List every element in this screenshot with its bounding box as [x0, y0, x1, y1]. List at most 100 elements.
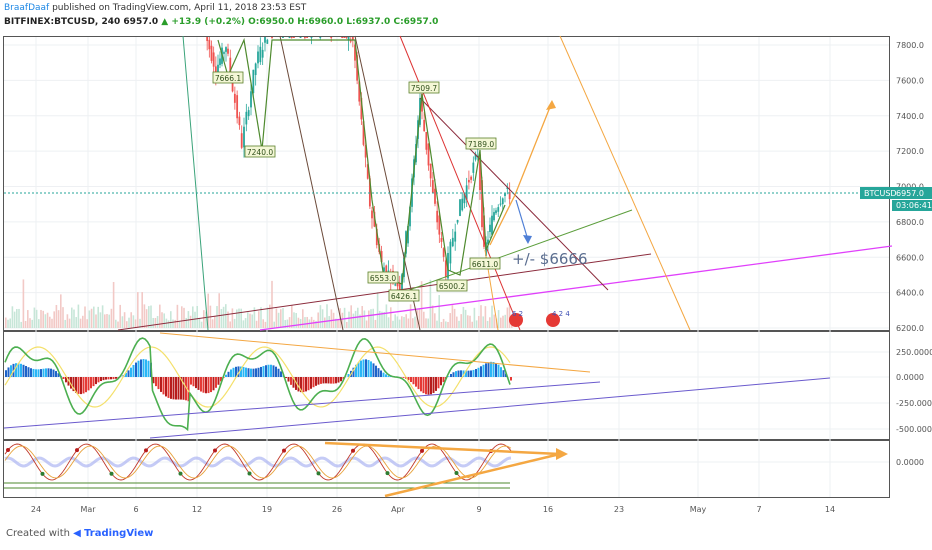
candle-body	[245, 111, 248, 125]
volume-bar	[350, 305, 352, 328]
candle-body	[259, 46, 262, 63]
histogram-bar	[182, 377, 185, 400]
candle-body	[493, 212, 495, 221]
volume-bar	[117, 321, 119, 328]
oscillator-tick: -500.0000	[896, 425, 932, 434]
histogram-bar	[375, 365, 377, 377]
histogram-bar	[167, 377, 170, 398]
histogram-bar	[402, 377, 405, 378]
volume-bar	[132, 315, 135, 328]
candle-body	[436, 210, 439, 223]
volume-bar	[251, 314, 253, 328]
brown-line-1	[279, 35, 344, 331]
volume-bar	[222, 306, 225, 328]
candle-body	[219, 58, 221, 66]
volume-bar	[244, 318, 247, 328]
candle-body	[371, 210, 373, 219]
histogram-bar	[242, 367, 245, 377]
osc-resistance-line	[159, 332, 591, 373]
histogram-bar	[157, 377, 160, 390]
histogram-bar	[315, 377, 317, 386]
histogram-bar	[165, 377, 167, 397]
volume-bar	[236, 309, 238, 328]
volume-bar	[255, 320, 258, 328]
volume-bar	[18, 308, 20, 328]
event-flag-icon[interactable]	[509, 313, 523, 327]
candle-body	[208, 39, 211, 50]
volume-bar	[231, 308, 234, 328]
ohlc-legend: BITFINEX:BTCUSD, 240 6957.0 ▲ +13.9 (+0.…	[4, 16, 438, 29]
histogram-bar	[487, 362, 490, 377]
pivot-label: 7240.0	[247, 148, 273, 157]
price-change: ▲ +13.9 (+0.2%)	[161, 17, 245, 27]
volume-bar	[460, 314, 462, 328]
stoch-cross-dot	[282, 448, 286, 453]
volume-bar	[249, 313, 251, 328]
candle-body	[387, 270, 390, 272]
volume-bar	[293, 312, 295, 328]
volume-bar	[396, 316, 399, 328]
event-flag-icon[interactable]	[546, 313, 560, 327]
volume-bar	[247, 312, 249, 328]
candle-body	[375, 228, 378, 246]
histogram-bar	[145, 359, 147, 377]
histogram-bar	[110, 377, 112, 380]
oscillator-line	[4, 337, 511, 432]
volume-bar	[79, 318, 82, 328]
stoch-cross-dot	[40, 471, 45, 476]
volume-bar	[352, 313, 355, 328]
candle-body	[288, 37, 291, 38]
histogram-bar	[10, 365, 12, 377]
volume-bar	[66, 314, 69, 328]
volume-bar	[181, 306, 183, 328]
volume-bar	[453, 308, 456, 328]
volume-bar	[22, 279, 25, 328]
histogram-bar	[77, 377, 80, 394]
volume-bar	[150, 305, 152, 328]
tradingview-brand[interactable]: TradingView	[84, 528, 154, 539]
volume-bar	[24, 320, 27, 328]
author-name[interactable]: BraafDaaf	[4, 3, 50, 13]
candle-body	[290, 37, 293, 38]
histogram-bar	[232, 367, 235, 377]
candle-body	[299, 37, 302, 38]
oscillator-tick: 250.0000	[896, 348, 932, 357]
candle-body	[356, 55, 359, 81]
histogram-bar	[185, 377, 187, 401]
volume-bar	[71, 307, 73, 328]
histogram-bar	[155, 377, 157, 387]
pivot-label-box	[465, 137, 497, 150]
volume-bar	[99, 312, 102, 328]
volume-bar	[482, 316, 484, 328]
volume-bar	[77, 304, 80, 328]
volume-bar	[394, 314, 396, 328]
candle-body	[495, 210, 497, 214]
volume-bar	[141, 292, 143, 328]
price-badge: BTCUSD 6957.0 03:06:41	[860, 187, 932, 211]
candle-body	[447, 252, 449, 279]
histogram-bar	[132, 364, 135, 377]
histogram-bar	[135, 362, 137, 377]
bullish-arrowhead	[546, 100, 556, 110]
volume-bar	[497, 310, 500, 328]
histogram-bar	[112, 377, 115, 380]
volume-bar	[108, 314, 110, 328]
volume-bar	[438, 295, 440, 328]
histogram-bar	[320, 377, 322, 384]
stoch-cross-dot	[75, 448, 79, 453]
histogram-bar	[300, 377, 302, 393]
volume-bar	[185, 317, 187, 328]
histogram-bar	[440, 377, 442, 386]
candle-body	[231, 78, 234, 92]
histogram-bar	[260, 366, 262, 377]
histogram-bar	[412, 377, 415, 385]
candle-body	[345, 37, 348, 38]
volume-bar	[326, 304, 328, 328]
candle-body	[398, 283, 401, 293]
histogram-bar	[490, 361, 492, 377]
histogram-bar	[42, 368, 45, 377]
volume-bar	[335, 318, 337, 328]
histogram-bar	[447, 376, 450, 377]
stoch-cross-dot	[351, 448, 355, 453]
volume-bar	[447, 321, 449, 328]
